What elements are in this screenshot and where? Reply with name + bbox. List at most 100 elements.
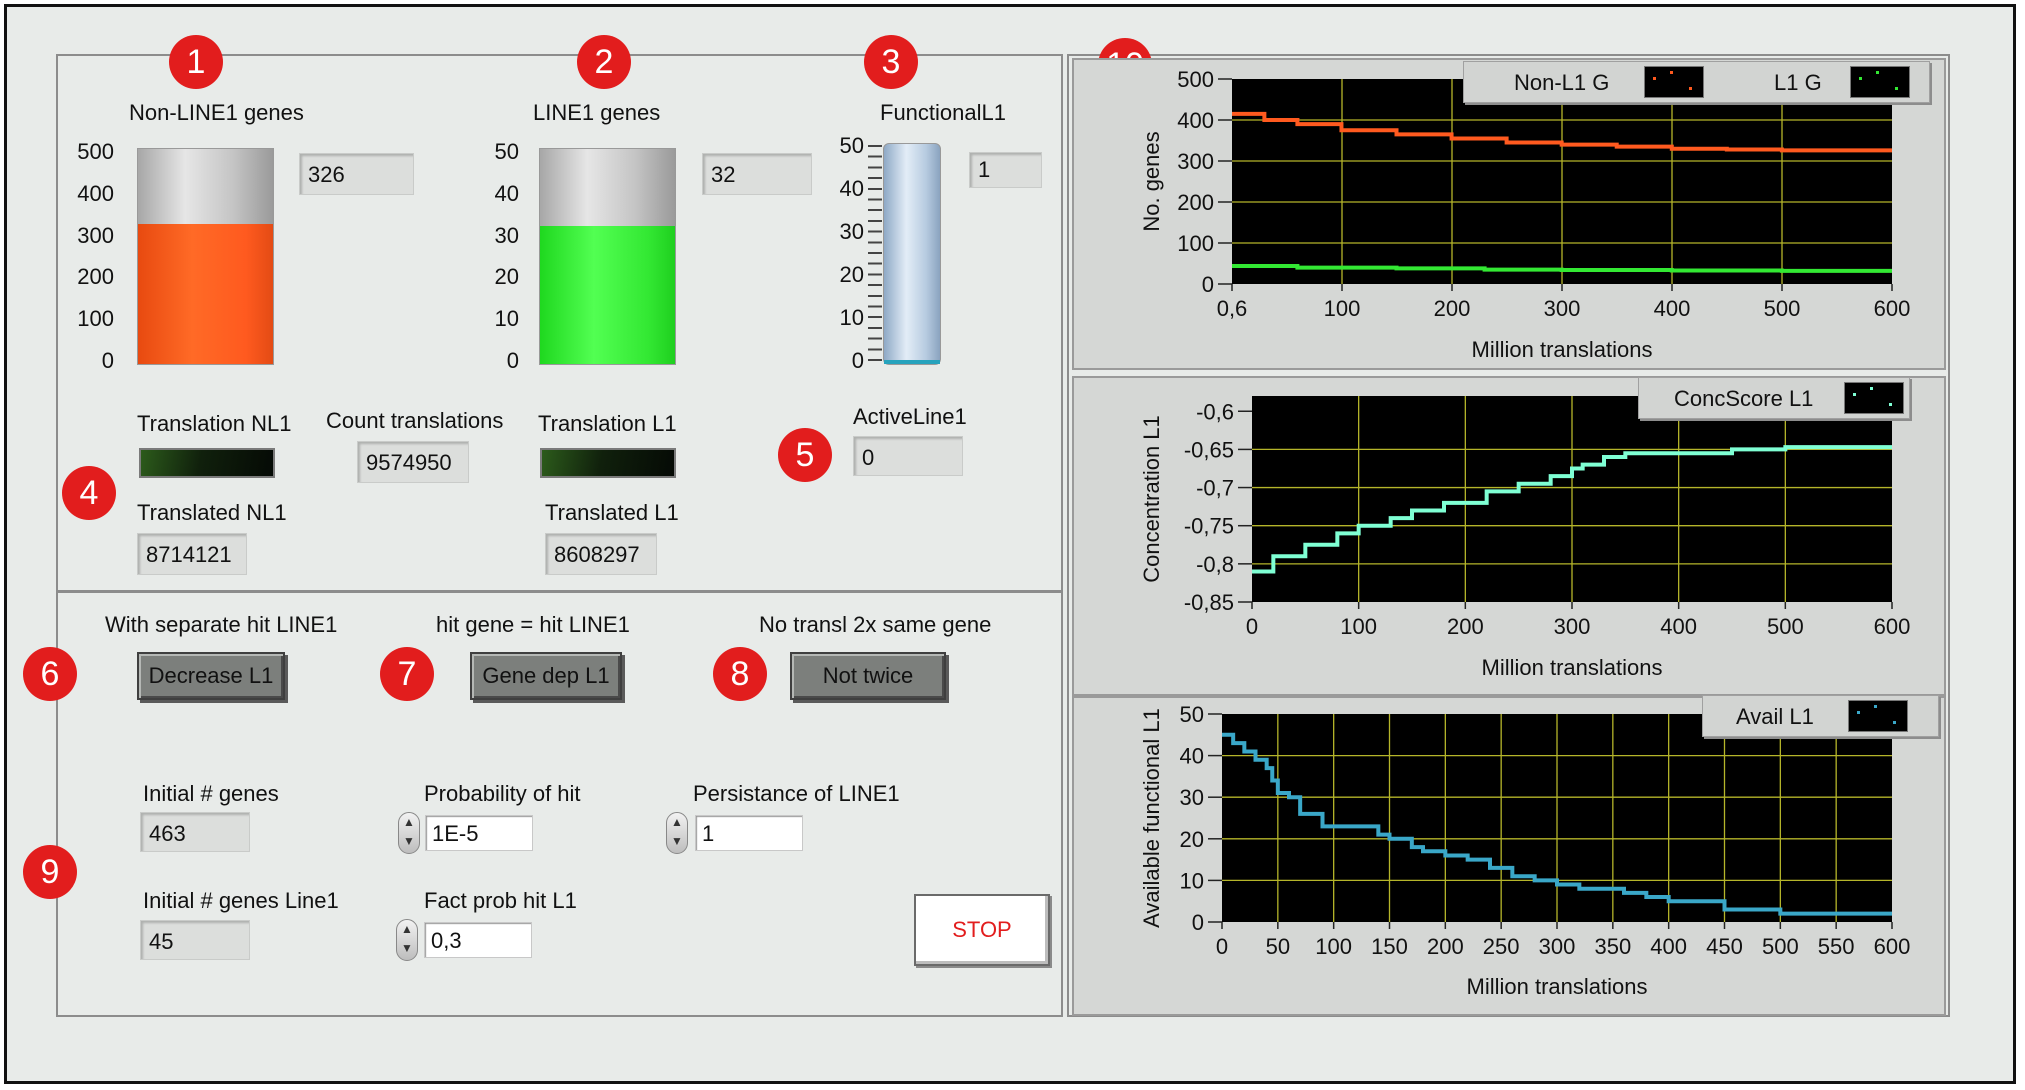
badge-2: 2: [577, 35, 631, 89]
initial-genes-label: Initial # genes: [143, 781, 279, 806]
line1-title: LINE1 genes: [533, 100, 661, 125]
nonline1-value: 326: [299, 153, 414, 195]
chart-1-xtick-label: 0,6: [1217, 296, 1248, 321]
line1-value: 32: [702, 153, 812, 195]
functional-value: 1: [969, 152, 1042, 188]
badge-3: 3: [864, 35, 918, 89]
functional-tank-fill: [884, 359, 940, 364]
fact-prob-stepper[interactable]: ▲ ▼: [396, 919, 418, 961]
chart-3-xtick-label: 600: [1874, 934, 1911, 959]
chart-2-xtick-label: 0: [1246, 614, 1258, 639]
chart-1-ytick-label: 500: [1177, 67, 1214, 92]
chart-1-xtick-label: 600: [1874, 296, 1911, 321]
badge-4: 4: [62, 466, 116, 520]
chart-3-xtick-label: 50: [1266, 934, 1290, 959]
chart-3-x-axis-title: Million translations: [1467, 974, 1648, 999]
chart-3-xtick-label: 500: [1762, 934, 1799, 959]
initial-line1-label: Initial # genes Line1: [143, 888, 339, 913]
badge-8: 8: [713, 647, 767, 701]
translated-l1-label: Translated L1: [545, 500, 679, 525]
chart-3-ytick-label: 0: [1192, 910, 1204, 935]
line1-scale-label: 0: [506, 348, 519, 373]
persistance-stepper[interactable]: ▲ ▼: [666, 812, 688, 854]
chart-3-xtick-label: 150: [1371, 934, 1408, 959]
fact-prob-label: Fact prob hit L1: [424, 888, 577, 913]
legend-nonl1-label: Non-L1 G: [1514, 70, 1610, 95]
line1-scale-label: 20: [494, 264, 519, 289]
chart-2-xtick-label: 300: [1554, 614, 1591, 639]
chart-2-ytick-label: -0,75: [1184, 514, 1234, 539]
chart-1-ytick-label: 400: [1177, 108, 1214, 133]
chart3-legend: Avail L1: [1702, 695, 1939, 737]
initial-genes-value[interactable]: 463: [140, 812, 250, 852]
translation-nl1-led: [139, 448, 275, 478]
persistance-input[interactable]: 1: [695, 815, 803, 851]
chart-1-ytick-label: 0: [1202, 272, 1214, 297]
chart-2-series-line: [1252, 445, 1892, 574]
prob-hit-stepper[interactable]: ▲ ▼: [398, 812, 420, 854]
badge-9: 9: [23, 845, 77, 899]
initial-line1-value[interactable]: 45: [140, 920, 250, 960]
nonline1-scale-label: 100: [77, 306, 114, 331]
badge-5: 5: [778, 428, 832, 482]
legend-conc-label: ConcScore L1: [1674, 386, 1814, 411]
chart-3-xtick-label: 0: [1216, 934, 1228, 959]
functional-ticks: [868, 145, 882, 363]
gene-dep-l1-button[interactable]: Gene dep L1: [470, 652, 622, 700]
chart-3-ytick-label: 20: [1180, 827, 1204, 852]
controls-panel: [56, 591, 1063, 1017]
chart-2-xtick-label: 500: [1767, 614, 1804, 639]
chart-1-xtick-label: 100: [1324, 296, 1361, 321]
count-translations-value: 9574950: [357, 441, 469, 483]
chart-2-xtick-label: 200: [1447, 614, 1484, 639]
decrease-l1-button[interactable]: Decrease L1: [137, 652, 285, 700]
chart-2-xtick-label: 400: [1660, 614, 1697, 639]
legend-l1-swatch: [1850, 66, 1910, 98]
functional-tank: [883, 143, 941, 365]
not-twice-button[interactable]: Not twice: [790, 652, 946, 700]
chart-2-xtick-label: 600: [1874, 614, 1911, 639]
nonline1-tank-fill: [138, 223, 273, 364]
legend-conc-swatch: [1844, 382, 1904, 414]
chart-3-y-axis-title: Available functional L1: [1139, 708, 1164, 928]
chart-2-ytick-label: -0,85: [1184, 590, 1234, 615]
chart-1-ytick-label: 200: [1177, 190, 1214, 215]
chart-3-xtick-label: 300: [1539, 934, 1576, 959]
stop-button[interactable]: STOP: [914, 894, 1050, 966]
functional-scale-label: 0: [851, 348, 864, 373]
chart-3-xtick-label: 450: [1706, 934, 1743, 959]
nonline1-tank: [137, 148, 274, 365]
line1-tank: [539, 148, 676, 365]
legend-nonl1-swatch: [1644, 66, 1704, 98]
chart-1-x-axis-title: Million translations: [1472, 337, 1653, 362]
nonline1-scale-label: 0: [101, 348, 114, 373]
chart-3-ytick-label: 40: [1180, 744, 1204, 769]
nonline1-scale-label: 300: [77, 223, 114, 248]
functional-scale-label: 20: [839, 262, 864, 287]
prob-hit-input[interactable]: 1E-5: [425, 815, 533, 851]
chart-1-ytick-label: 100: [1177, 231, 1214, 256]
no-transl-label: No transl 2x same gene: [759, 612, 992, 637]
fact-prob-input[interactable]: 0,3: [424, 922, 532, 958]
chart-1-xtick-label: 300: [1544, 296, 1581, 321]
chart-3-xtick-label: 400: [1650, 934, 1687, 959]
nonline1-scale-label: 200: [77, 264, 114, 289]
prob-hit-label: Probability of hit: [424, 781, 581, 806]
legend-l1-label: L1 G: [1774, 70, 1822, 95]
line1-scale-label: 40: [494, 181, 519, 206]
translation-l1-label: Translation L1: [538, 411, 677, 436]
chart-2-x-axis-title: Million translations: [1482, 655, 1663, 680]
count-translations-label: Count translations: [326, 408, 504, 433]
separate-hit-label: With separate hit LINE1: [105, 612, 338, 637]
legend-avail-swatch: [1848, 700, 1908, 732]
application-window: 1 2 3 4 5 6 7 8 9 10 Non-LINE1 genes 500…: [4, 4, 2016, 1084]
functional-scale-label: 10: [839, 305, 864, 330]
line1-scale-label: 10: [494, 306, 519, 331]
nonline1-title: Non-LINE1 genes: [129, 100, 304, 125]
nonline1-scale-label: 500: [77, 139, 114, 164]
chart-3-xtick-label: 200: [1427, 934, 1464, 959]
chart-3-xtick-label: 100: [1315, 934, 1352, 959]
activeline1-label: ActiveLine1: [853, 404, 967, 429]
translation-nl1-label: Translation NL1: [137, 411, 292, 436]
chart-1-series-line: [1232, 263, 1892, 273]
